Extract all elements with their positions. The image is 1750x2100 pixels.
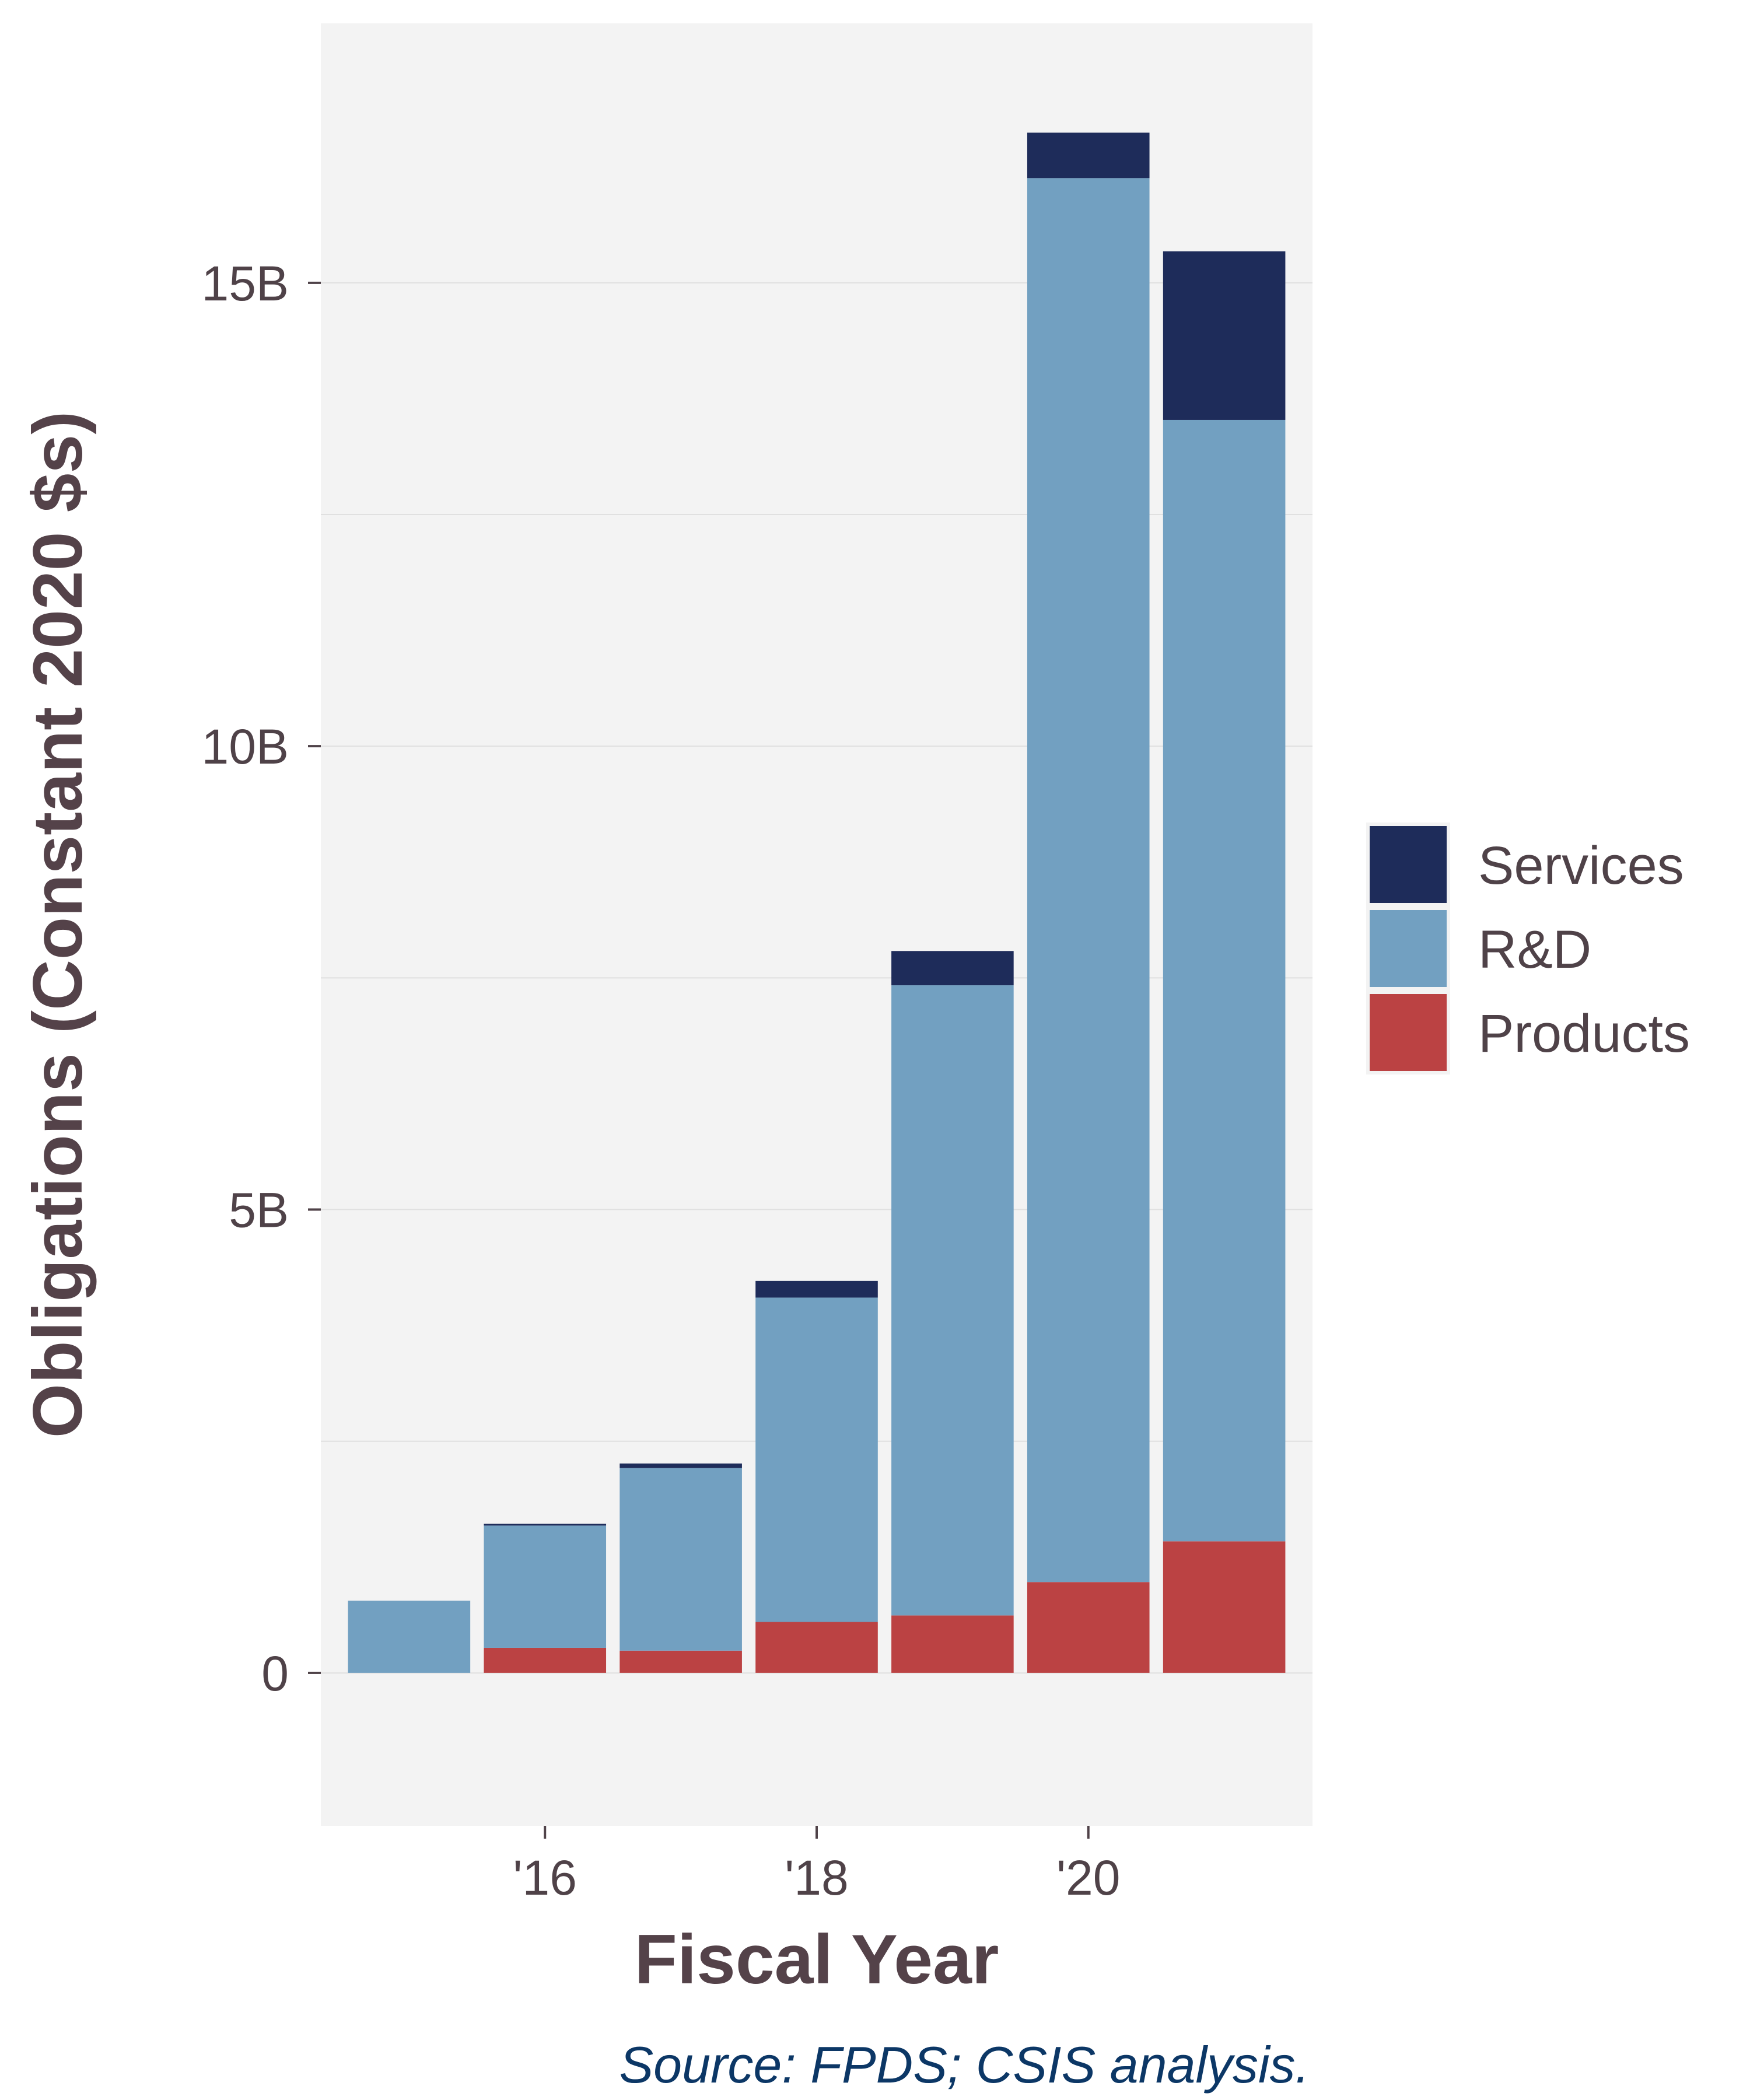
- legend-swatch-r-d: [1370, 910, 1447, 987]
- bar-products-2019: [891, 1615, 1014, 1673]
- x-tick-label: '20: [1056, 1850, 1120, 1905]
- bar-r-d-2016: [484, 1525, 607, 1648]
- y-axis: 0 5B 10B 15B: [202, 256, 321, 1701]
- y-axis-title: Obligations (Constant 2020 $s): [19, 411, 97, 1438]
- legend-label-services: Services: [1478, 836, 1684, 895]
- bar-r-d-2017: [620, 1468, 742, 1651]
- y-tick-label: 5B: [229, 1183, 289, 1238]
- bar-r-d-2019: [891, 985, 1014, 1616]
- bar-services-2020: [1027, 132, 1150, 178]
- bar-r-d-2018: [755, 1297, 878, 1622]
- bar-products-2018: [755, 1622, 878, 1673]
- bar-products-2017: [620, 1650, 742, 1673]
- bar-products-2020: [1027, 1582, 1150, 1673]
- x-tick-label: '16: [513, 1850, 577, 1905]
- x-axis-title: Fiscal Year: [635, 1920, 999, 1999]
- y-tick-label: 15B: [202, 256, 289, 311]
- bar-r-d-2021: [1163, 419, 1286, 1542]
- y-tick-label: 10B: [202, 719, 289, 774]
- bar-r-d-2020: [1027, 178, 1150, 1583]
- legend-swatch-services: [1370, 826, 1447, 903]
- bar-services-2018: [755, 1280, 878, 1298]
- bar-services-2019: [891, 951, 1014, 986]
- bar-products-2016: [484, 1647, 607, 1673]
- x-tick-label: '18: [785, 1850, 848, 1905]
- bar-r-d-2015: [348, 1600, 471, 1673]
- legend-swatch-products: [1370, 994, 1447, 1071]
- legend-label-r-d: R&D: [1478, 920, 1591, 979]
- x-axis: '16 '18 '20: [513, 1826, 1120, 1905]
- legend: Services R&D Products: [1366, 822, 1690, 1074]
- legend-label-products: Products: [1478, 1004, 1690, 1063]
- bars-layer: [348, 132, 1286, 1673]
- bar-products-2021: [1163, 1541, 1286, 1673]
- bar-services-2017: [620, 1463, 742, 1468]
- bar-services-2016: [484, 1524, 607, 1526]
- source-caption: Source: FPDS; CSIS analysis.: [619, 2036, 1310, 2094]
- bar-services-2021: [1163, 251, 1286, 420]
- y-tick-label: 0: [261, 1646, 289, 1701]
